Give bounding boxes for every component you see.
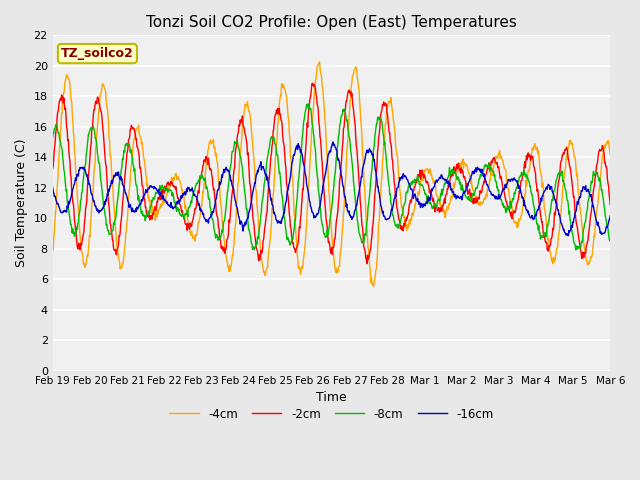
-2cm xyxy=(607,202,614,207)
-2cm xyxy=(495,164,502,169)
-16cm xyxy=(275,218,282,224)
-16cm xyxy=(564,233,572,239)
-8cm xyxy=(275,163,282,168)
-8cm xyxy=(495,187,502,193)
-16cm xyxy=(432,178,440,183)
-2cm xyxy=(106,210,113,216)
Line: -2cm: -2cm xyxy=(52,83,611,264)
-8cm xyxy=(49,134,56,140)
-4cm xyxy=(495,151,502,156)
Line: -8cm: -8cm xyxy=(52,104,611,250)
-2cm xyxy=(49,166,56,171)
Legend: -4cm, -2cm, -8cm, -16cm: -4cm, -2cm, -8cm, -16cm xyxy=(164,403,499,425)
-4cm xyxy=(433,192,440,198)
-16cm xyxy=(49,184,56,190)
Y-axis label: Soil Temperature (C): Soil Temperature (C) xyxy=(15,139,28,267)
Line: -16cm: -16cm xyxy=(52,142,611,236)
-8cm xyxy=(295,176,303,182)
-8cm xyxy=(433,204,440,209)
-4cm xyxy=(316,59,323,65)
-2cm xyxy=(433,203,440,208)
-16cm xyxy=(294,141,302,146)
Line: -4cm: -4cm xyxy=(52,62,611,287)
-8cm xyxy=(106,232,113,238)
-2cm xyxy=(363,261,371,266)
-4cm xyxy=(49,248,56,253)
-2cm xyxy=(308,80,316,86)
Text: TZ_soilco2: TZ_soilco2 xyxy=(61,47,134,60)
-4cm xyxy=(484,183,492,189)
Title: Tonzi Soil CO2 Profile: Open (East) Temperatures: Tonzi Soil CO2 Profile: Open (East) Temp… xyxy=(146,15,517,30)
-4cm xyxy=(275,120,282,126)
-16cm xyxy=(106,186,113,192)
-16cm xyxy=(494,196,502,202)
-4cm xyxy=(106,138,113,144)
-2cm xyxy=(294,239,302,245)
-8cm xyxy=(607,239,614,244)
-2cm xyxy=(275,106,282,112)
-4cm xyxy=(370,284,378,289)
-16cm xyxy=(329,139,337,145)
-8cm xyxy=(304,101,312,107)
-4cm xyxy=(294,264,302,270)
-8cm xyxy=(484,165,492,170)
X-axis label: Time: Time xyxy=(316,391,347,404)
-16cm xyxy=(607,213,614,219)
-4cm xyxy=(607,151,614,157)
-2cm xyxy=(484,166,492,172)
-8cm xyxy=(250,247,258,252)
-16cm xyxy=(484,183,492,189)
